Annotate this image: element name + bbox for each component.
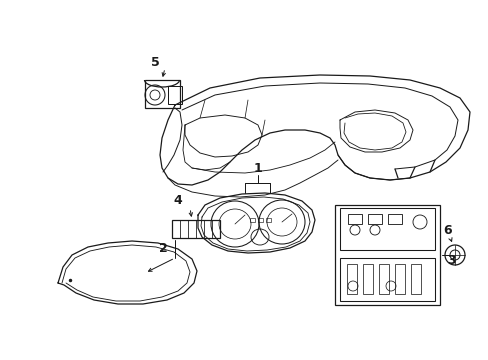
Bar: [378, 264, 388, 294]
Bar: [334, 205, 439, 305]
Bar: [258, 218, 263, 222]
Bar: [339, 208, 434, 250]
Bar: [367, 214, 381, 224]
Bar: [387, 214, 401, 224]
Bar: [347, 214, 361, 224]
Text: 1: 1: [253, 162, 262, 175]
Text: 5: 5: [150, 55, 159, 68]
Bar: [145, 80, 180, 108]
Bar: [362, 264, 372, 294]
Bar: [339, 258, 434, 301]
Text: 2: 2: [158, 242, 167, 255]
Bar: [265, 218, 270, 222]
Bar: [172, 220, 220, 238]
Text: 4: 4: [173, 194, 182, 207]
Text: 3: 3: [447, 253, 455, 266]
Text: 6: 6: [443, 224, 451, 237]
Bar: [168, 86, 182, 104]
Bar: [394, 264, 404, 294]
Bar: [249, 218, 254, 222]
Bar: [410, 264, 420, 294]
Bar: [346, 264, 356, 294]
